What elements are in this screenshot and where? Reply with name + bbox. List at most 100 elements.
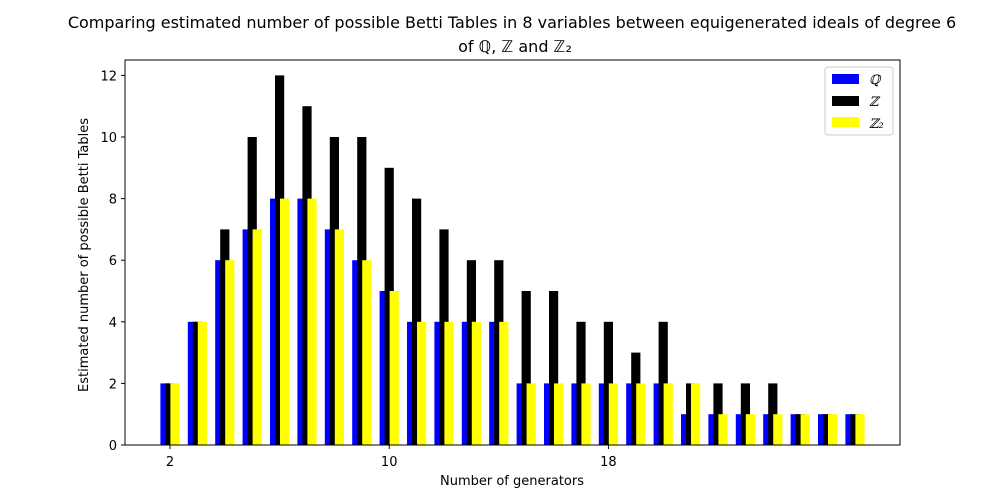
bar-series0-x8 <box>324 229 334 445</box>
bar-series0-x25 <box>790 414 800 445</box>
legend-label-q: ℚ <box>869 73 882 88</box>
bar-series1-x6 <box>275 75 285 446</box>
bar-series0-x10 <box>379 291 389 445</box>
chart-title-line1: Comparing estimated number of possible B… <box>68 13 956 32</box>
bar-series2-x4 <box>225 260 235 445</box>
bar-series0-x5 <box>242 229 252 445</box>
bar-series2-x19 <box>636 383 646 445</box>
legend-swatch-z <box>832 96 859 106</box>
x-tick-label: 18 <box>600 455 617 470</box>
bar-series0-x9 <box>352 260 362 445</box>
bar-series0-x20 <box>653 383 663 445</box>
bar-series0-x11 <box>407 321 417 445</box>
plot-area: 2 10 18 0 2 4 6 8 10 12 <box>100 59 901 470</box>
bar-series1-x24 <box>768 383 778 445</box>
bar-series1-x25 <box>795 414 805 445</box>
legend-swatch-z2 <box>832 117 859 127</box>
bar-series1-x14 <box>494 260 504 445</box>
bar-series2-x11 <box>417 321 427 445</box>
bar-series0-x27 <box>845 414 855 445</box>
chart-title-line2: of ℚ, ℤ and ℤ₂ <box>458 37 572 56</box>
bar-series2-x27 <box>855 414 865 445</box>
bar-series0-x24 <box>763 414 773 445</box>
bar-series0-x22 <box>708 414 718 445</box>
bar-series0-x23 <box>735 414 745 445</box>
bar-series0-x6 <box>270 198 280 445</box>
legend-label-z2: ℤ₂ <box>869 117 884 132</box>
x-axis-label: Number of generators <box>440 474 584 489</box>
y-tick-label: 4 <box>109 316 117 331</box>
bar-series1-x15 <box>521 291 531 445</box>
x-axis-ticks: 2 10 18 <box>166 445 617 470</box>
bar-series0-x13 <box>461 321 471 445</box>
bar-series2-x25 <box>800 414 810 445</box>
bar-series0-x26 <box>818 414 828 445</box>
bar-series2-x26 <box>828 414 838 445</box>
y-tick-label: 6 <box>109 254 117 269</box>
bar-series2-x12 <box>444 321 454 445</box>
bar-series1-x17 <box>576 321 586 445</box>
bar-series0-x4 <box>215 260 225 445</box>
plot-frame <box>124 59 901 446</box>
y-axis-ticks: 0 2 4 6 8 10 12 <box>100 69 125 454</box>
bar-series2-x24 <box>773 414 783 445</box>
bar-series2-x6 <box>280 198 290 445</box>
bar-series2-x17 <box>581 383 591 445</box>
y-tick-label: 10 <box>100 131 117 146</box>
bar-series1-x27 <box>850 414 860 445</box>
bar-series2-x14 <box>499 321 509 445</box>
y-tick-label: 12 <box>100 69 117 84</box>
bar-series2-x9 <box>362 260 372 445</box>
bar-series2-x8 <box>334 229 344 445</box>
bar-series0-x12 <box>434 321 444 445</box>
legend-swatch-q <box>832 74 859 84</box>
y-tick-label: 2 <box>109 377 117 392</box>
bar-series0-x15 <box>516 383 526 445</box>
bar-series1-x2 <box>165 383 175 445</box>
bar-series0-x19 <box>626 383 636 445</box>
bar-series0-x21 <box>681 414 691 445</box>
bars <box>160 75 865 446</box>
bar-series2-x2 <box>170 383 180 445</box>
bar-series1-x4 <box>220 229 230 445</box>
bar-series2-x18 <box>608 383 618 445</box>
bar-series1-x20 <box>658 321 668 445</box>
bar-series0-x18 <box>598 383 608 445</box>
bar-series0-x14 <box>489 321 499 445</box>
bar-series1-x22 <box>713 383 723 445</box>
bar-series0-x7 <box>297 198 307 445</box>
bar-series0-x17 <box>571 383 581 445</box>
bar-series1-x7 <box>302 106 312 445</box>
bar-series2-x15 <box>526 383 536 445</box>
y-tick-label: 8 <box>109 193 117 208</box>
bar-series2-x21 <box>691 383 701 445</box>
bar-series2-x22 <box>718 414 728 445</box>
x-tick-label: 2 <box>166 455 174 470</box>
bar-series1-x5 <box>247 137 257 445</box>
bar-series1-x26 <box>823 414 833 445</box>
bar-series2-x23 <box>745 414 755 445</box>
bar-series1-x12 <box>439 229 449 445</box>
bar-series0-x2 <box>160 383 170 445</box>
bar-series1-x10 <box>384 167 394 446</box>
legend-label-z: ℤ <box>869 95 881 110</box>
bar-series2-x20 <box>663 383 673 445</box>
bar-series1-x18 <box>603 321 613 445</box>
bar-series1-x3 <box>192 321 202 445</box>
bar-series2-x5 <box>252 229 262 445</box>
bar-series2-x7 <box>307 198 317 445</box>
bar-series1-x8 <box>329 137 339 445</box>
bar-series1-x13 <box>466 260 476 445</box>
legend: ℚ ℤ ℤ₂ <box>824 66 894 136</box>
x-tick-label: 10 <box>381 455 398 470</box>
bar-series1-x19 <box>631 352 641 445</box>
y-tick-label: 0 <box>109 439 117 454</box>
bar-series0-x16 <box>544 383 554 445</box>
bar-series2-x16 <box>554 383 564 445</box>
bar-series1-x9 <box>357 137 367 445</box>
bar-series1-x23 <box>740 383 750 445</box>
bar-series2-x10 <box>389 291 399 445</box>
bar-series1-x11 <box>412 198 422 445</box>
y-axis-label: Estimated number of possible Betti Table… <box>77 118 92 392</box>
